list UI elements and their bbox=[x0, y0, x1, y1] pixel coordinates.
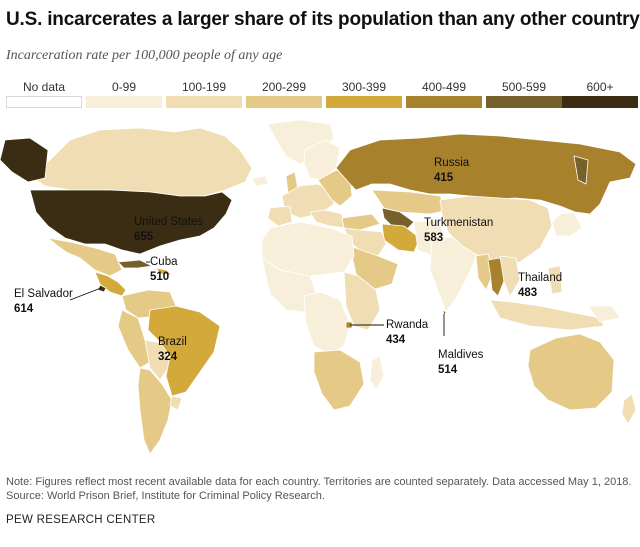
legend-label: No data bbox=[22, 80, 66, 94]
madagascar bbox=[369, 355, 385, 391]
central-america bbox=[94, 271, 127, 297]
source-text: Source: World Prison Brief, Institute fo… bbox=[6, 490, 325, 502]
chile-argentina bbox=[137, 367, 173, 455]
legend-item-500-599: 500-599 bbox=[486, 80, 562, 108]
annotation-brazil-value: 324 bbox=[158, 351, 178, 363]
world-map: United States 655 Cuba 510 El Salvador 6… bbox=[0, 119, 637, 455]
east-africa bbox=[343, 271, 381, 331]
annotation-russia-name: Russia bbox=[434, 157, 470, 169]
peru-ecuador bbox=[117, 309, 151, 369]
footnote: Note: Figures reflect most recent availa… bbox=[6, 475, 640, 503]
legend-label: 300-399 bbox=[341, 80, 387, 94]
legend-item-0-99: 0-99 bbox=[86, 80, 162, 108]
legend-item-600-plus: 600+ bbox=[562, 80, 638, 108]
indochina bbox=[499, 255, 521, 297]
annotation-turkmenistan-name: Turkmenistan bbox=[424, 217, 493, 229]
legend-swatch bbox=[562, 96, 638, 108]
annotation-rwanda-name: Rwanda bbox=[386, 319, 429, 331]
rwanda bbox=[345, 321, 353, 329]
philippines bbox=[547, 265, 563, 295]
note-text: Note: Figures reflect most recent availa… bbox=[6, 476, 632, 488]
legend-item-300-399: 300-399 bbox=[326, 80, 402, 108]
legend-swatch bbox=[406, 96, 482, 108]
legend-item-200-299: 200-299 bbox=[246, 80, 322, 108]
legend-swatch bbox=[246, 96, 322, 108]
brazil bbox=[147, 305, 221, 397]
annotation-rwanda-value: 434 bbox=[386, 334, 406, 346]
legend-swatch bbox=[326, 96, 402, 108]
uruguay bbox=[169, 395, 183, 411]
mexico bbox=[47, 237, 123, 277]
annotation-thailand-value: 483 bbox=[518, 287, 537, 299]
legend-swatch bbox=[86, 96, 162, 108]
indonesia-malaysia bbox=[489, 299, 605, 331]
iceland bbox=[251, 175, 269, 187]
southern-africa bbox=[313, 349, 365, 411]
caribbean-islands bbox=[155, 267, 173, 276]
australia bbox=[527, 333, 615, 411]
iberia bbox=[267, 205, 293, 227]
cuba bbox=[117, 259, 153, 269]
annotation-thailand-name: Thailand bbox=[518, 272, 562, 284]
annotation-maldives-value: 514 bbox=[438, 364, 458, 376]
annotation-cuba-name: Cuba bbox=[150, 256, 178, 268]
legend-label: 500-599 bbox=[501, 80, 547, 94]
legend-item-100-199: 100-199 bbox=[166, 80, 242, 108]
chart-subtitle: Incarceration rate per 100,000 people of… bbox=[6, 48, 283, 63]
annotation-united-states-name: United States bbox=[134, 216, 203, 228]
eastern-europe bbox=[317, 169, 353, 207]
annotation-cuba-value: 510 bbox=[150, 271, 169, 283]
legend-label: 200-299 bbox=[261, 80, 307, 94]
legend: No data 0-99 100-199 200-299 300-399 400… bbox=[6, 80, 640, 110]
el-salvador bbox=[97, 284, 107, 293]
turkey bbox=[341, 213, 381, 231]
annotation-turkmenistan-value: 583 bbox=[424, 232, 443, 244]
alaska bbox=[0, 137, 49, 183]
legend-swatch bbox=[6, 96, 82, 108]
annotation-united-states-value: 655 bbox=[134, 231, 154, 243]
annotation-el-salvador-value: 614 bbox=[14, 303, 34, 315]
canada bbox=[29, 127, 253, 197]
legend-label: 600+ bbox=[586, 80, 614, 94]
kamchatka bbox=[573, 155, 589, 185]
iran bbox=[381, 223, 421, 253]
annotation-russia-value: 415 bbox=[434, 172, 454, 184]
legend-swatch bbox=[166, 96, 242, 108]
legend-label: 100-199 bbox=[181, 80, 227, 94]
legend-label: 0-99 bbox=[111, 80, 137, 94]
chart-title: U.S. incarcerates a larger share of its … bbox=[6, 9, 640, 30]
footer-brand: PEW RESEARCH CENTER bbox=[6, 514, 156, 526]
legend-item-no-data: No data bbox=[6, 80, 82, 108]
china-mongolia bbox=[439, 195, 553, 267]
korea-japan bbox=[551, 211, 583, 237]
new-zealand bbox=[621, 393, 637, 425]
png bbox=[587, 305, 621, 323]
russia bbox=[335, 133, 637, 215]
annotation-brazil-name: Brazil bbox=[158, 336, 187, 348]
united-states bbox=[29, 189, 233, 255]
legend-item-400-499: 400-499 bbox=[406, 80, 482, 108]
annotation-maldives-name: Maldives bbox=[438, 349, 484, 361]
central-africa bbox=[303, 291, 351, 355]
el-salvador-leader bbox=[69, 287, 102, 301]
annotation-el-salvador-name: El Salvador bbox=[14, 288, 73, 300]
legend-label: 400-499 bbox=[421, 80, 467, 94]
legend-swatch bbox=[486, 96, 562, 108]
